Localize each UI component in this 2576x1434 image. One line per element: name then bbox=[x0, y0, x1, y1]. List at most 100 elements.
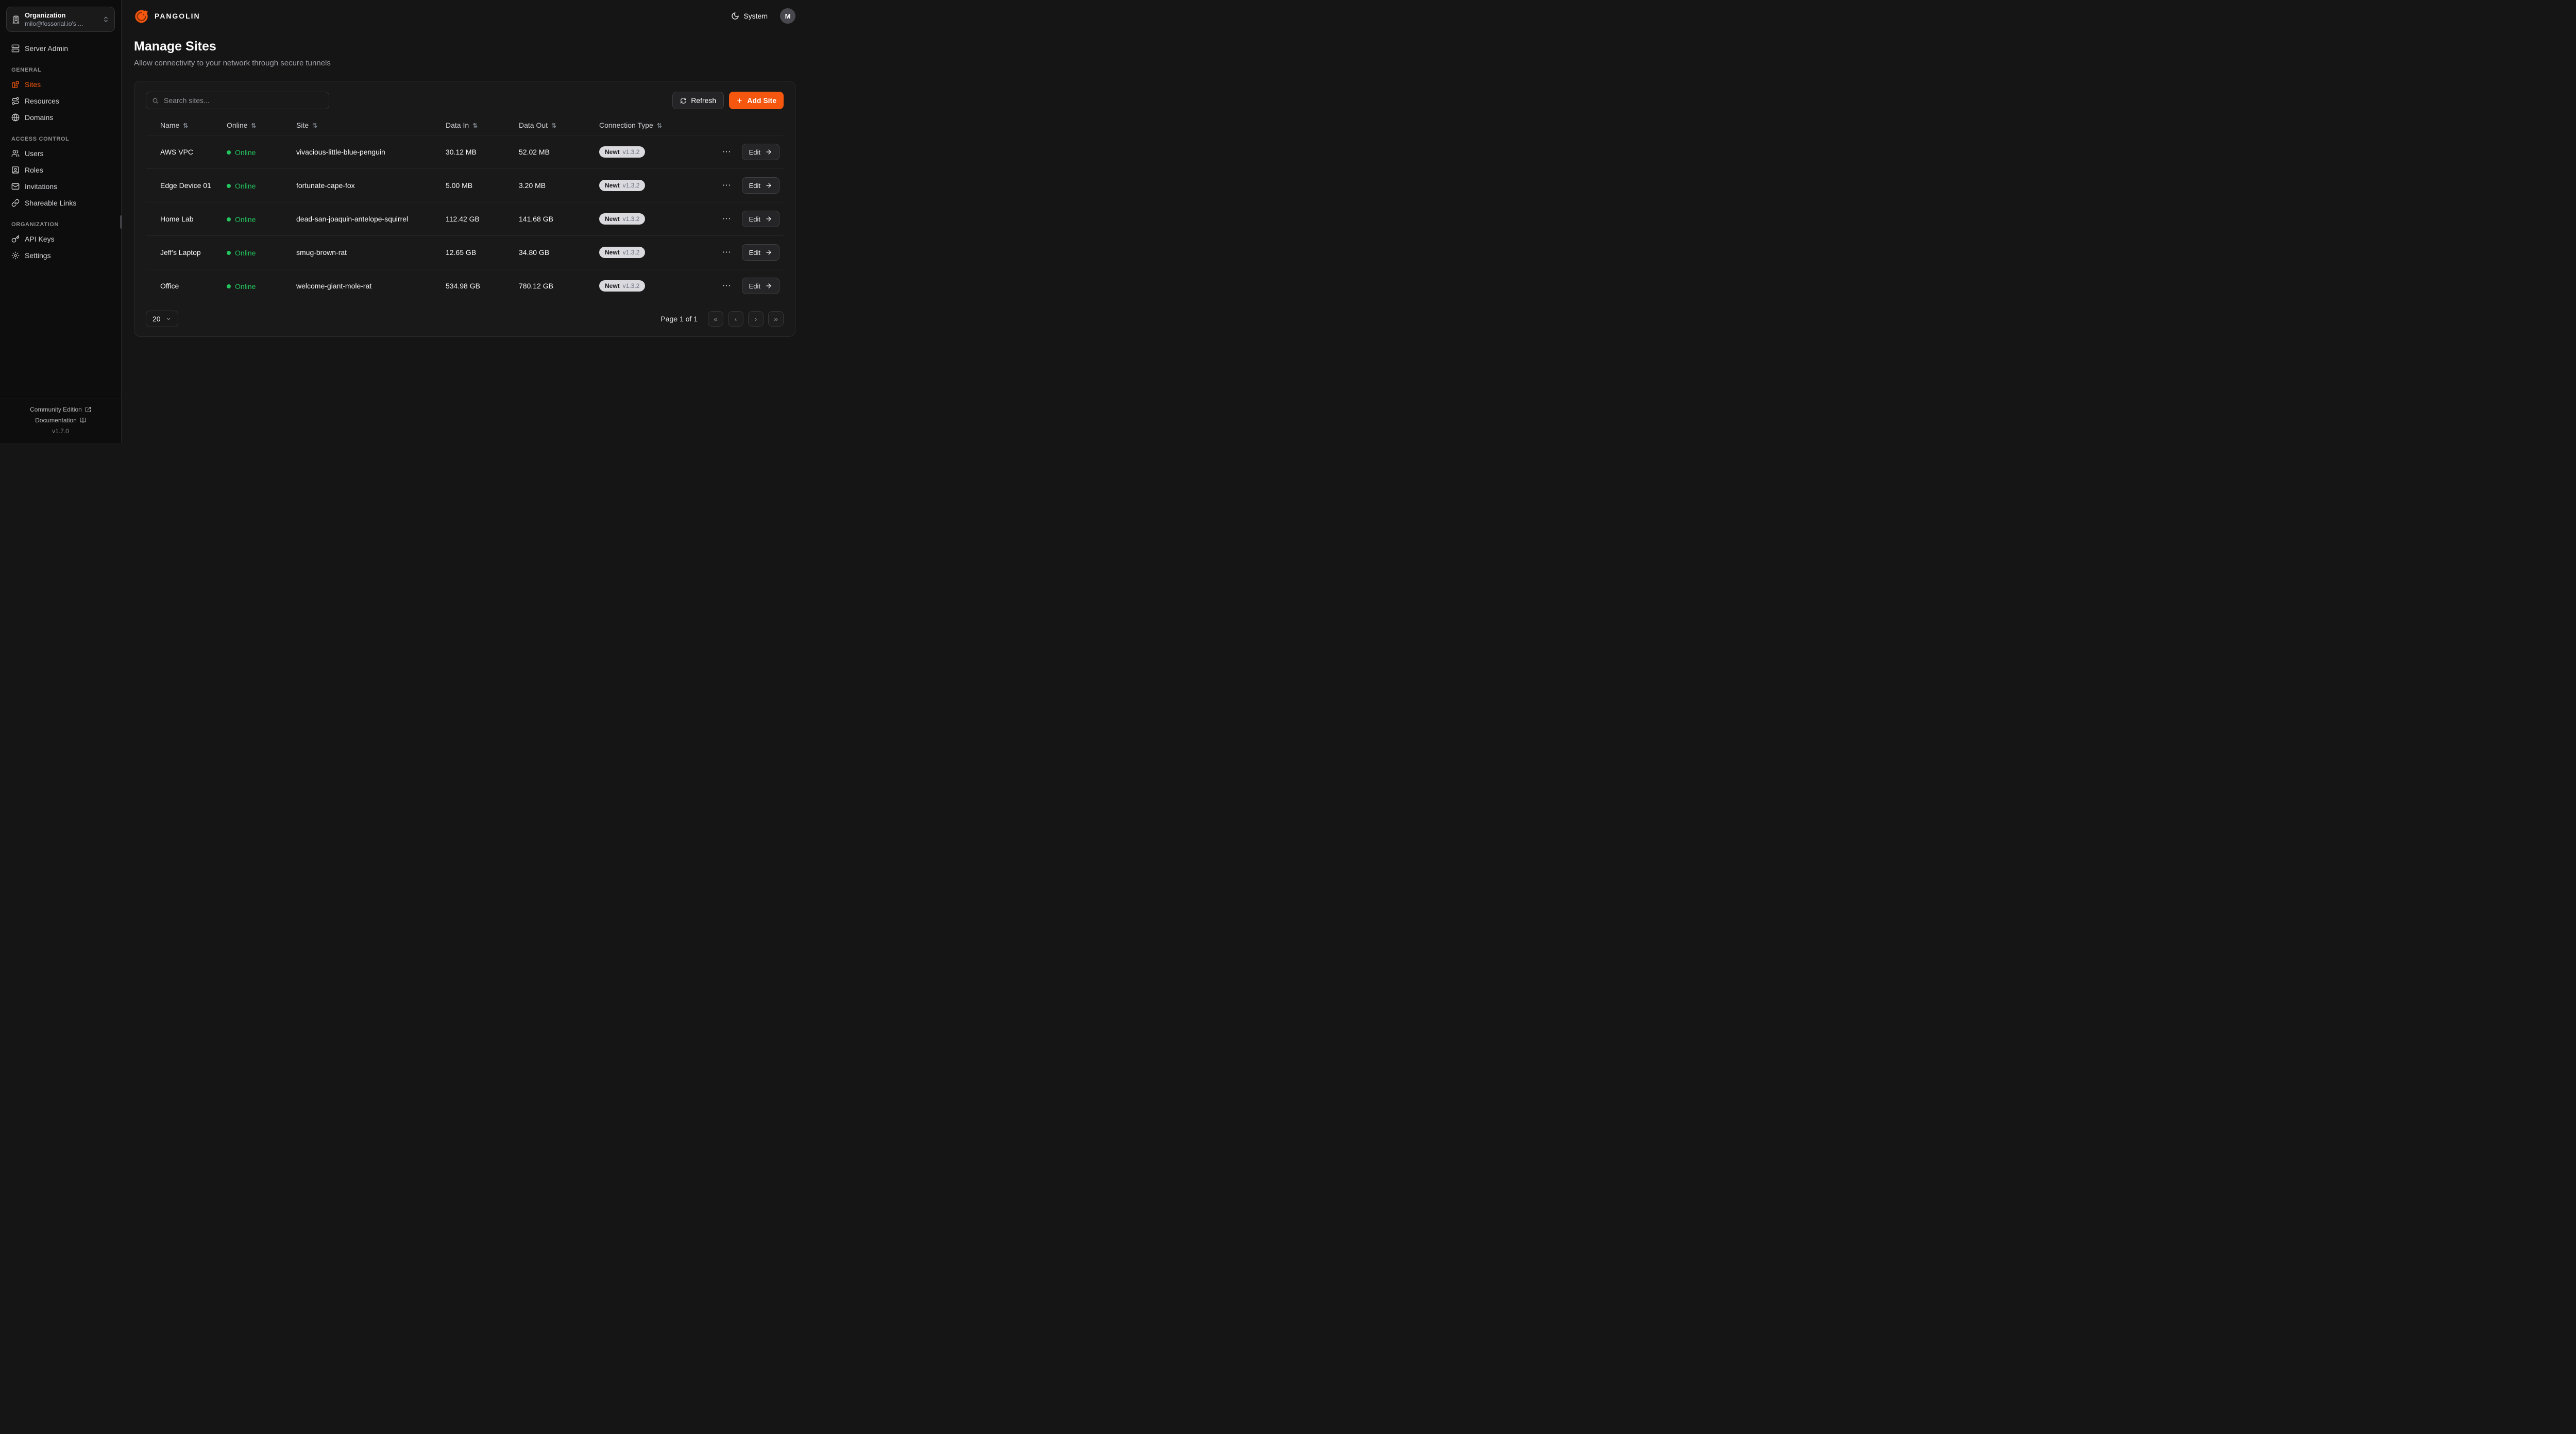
column-header-data-in: Data In ⇅ bbox=[446, 121, 478, 129]
section-label-organization: ORGANIZATION bbox=[11, 221, 59, 228]
table-row: Edge Device 01 Online fortunate-cape-fox… bbox=[146, 168, 784, 202]
sort-icon[interactable]: ⇅ bbox=[472, 122, 478, 129]
sidebar-item-invitations[interactable]: Invitations bbox=[6, 178, 115, 195]
edit-button[interactable]: Edit bbox=[741, 177, 779, 194]
sites-table: Name ⇅ Online ⇅ Site ⇅ Data In ⇅ Data Out ⇅ C… bbox=[146, 115, 784, 302]
card-footer: 20 Page 1 of 1 « ‹ › » bbox=[146, 311, 784, 327]
connection-type-badge: Newt v1.3.2 bbox=[599, 213, 646, 225]
search-input[interactable] bbox=[163, 96, 323, 105]
page-buttons: « ‹ › » bbox=[708, 311, 784, 327]
sort-icon[interactable]: ⇅ bbox=[551, 122, 557, 129]
refresh-label: Refresh bbox=[691, 96, 717, 105]
site-name: Edge Device 01 bbox=[146, 168, 221, 202]
site-name: Home Lab bbox=[146, 202, 221, 236]
row-menu-button[interactable]: ⋯ bbox=[720, 179, 734, 192]
documentation-link[interactable]: Documentation bbox=[35, 417, 86, 424]
users-icon bbox=[11, 150, 20, 157]
prev-page-button[interactable]: ‹ bbox=[728, 311, 743, 327]
connection-type-badge: Newt v1.3.2 bbox=[599, 146, 646, 158]
org-texts: Organization milo@fossorial.io's ... bbox=[25, 11, 98, 27]
pager: Page 1 of 1 « ‹ › » bbox=[660, 311, 784, 327]
sidebar-item-label: Sites bbox=[25, 80, 41, 89]
sidebar-resize-handle[interactable] bbox=[120, 215, 122, 229]
version-label: v1.7.0 bbox=[52, 428, 69, 435]
site-name: Office bbox=[146, 269, 221, 302]
data-in-value: 30.12 MB bbox=[439, 135, 513, 169]
last-page-button[interactable]: » bbox=[768, 311, 784, 327]
page-size-value: 20 bbox=[152, 315, 161, 323]
book-icon bbox=[80, 418, 86, 423]
sidebar-footer: Community Edition Documentation v1.7.0 bbox=[0, 399, 121, 443]
sites-card: Refresh Add Site Name⇅ Online⇅ Site⇅ Dat… bbox=[134, 81, 795, 337]
edit-button[interactable]: Edit bbox=[741, 144, 779, 160]
documentation-label: Documentation bbox=[35, 417, 77, 424]
edit-button[interactable]: Edit bbox=[741, 244, 779, 261]
pangolin-logo bbox=[135, 10, 148, 23]
refresh-icon bbox=[681, 97, 687, 104]
org-value: milo@fossorial.io's ... bbox=[25, 20, 83, 27]
page-status: Page 1 of 1 bbox=[660, 315, 698, 323]
sidebar-item-users[interactable]: Users bbox=[6, 145, 115, 162]
next-page-button[interactable]: › bbox=[748, 311, 764, 327]
data-in-value: 12.65 GB bbox=[439, 235, 513, 269]
sort-icon[interactable]: ⇅ bbox=[251, 122, 257, 129]
external-link-icon bbox=[85, 407, 91, 412]
key-icon bbox=[11, 235, 20, 243]
globe-icon bbox=[11, 113, 20, 122]
sort-icon[interactable]: ⇅ bbox=[183, 122, 189, 129]
community-edition-link[interactable]: Community Edition bbox=[30, 406, 91, 413]
server-icon bbox=[11, 44, 20, 53]
data-out-value: 3.20 MB bbox=[513, 168, 593, 202]
section-label-general: GENERAL bbox=[11, 67, 42, 73]
sidebar-item-sites[interactable]: Sites bbox=[6, 76, 115, 93]
mail-icon bbox=[11, 183, 20, 190]
edit-button[interactable]: Edit bbox=[741, 278, 779, 294]
sidebar-item-label: Domains bbox=[25, 113, 54, 122]
table-row: AWS VPC Online vivacious-little-blue-pen… bbox=[146, 135, 784, 169]
arrow-right-icon bbox=[766, 250, 771, 255]
sidebar-item-shareable-links[interactable]: Shareable Links bbox=[6, 195, 115, 211]
online-dot-icon bbox=[227, 284, 231, 288]
first-page-button[interactable]: « bbox=[708, 311, 723, 327]
theme-toggle[interactable]: System bbox=[731, 12, 768, 20]
row-menu-button[interactable]: ⋯ bbox=[720, 146, 734, 158]
arrow-right-icon bbox=[766, 216, 771, 221]
sidebar-item-api-keys[interactable]: API Keys bbox=[6, 231, 115, 247]
theme-label: System bbox=[743, 12, 768, 20]
online-dot-icon bbox=[227, 217, 231, 221]
edit-button[interactable]: Edit bbox=[741, 211, 779, 227]
sidebar-item-domains[interactable]: Domains bbox=[6, 109, 115, 126]
sidebar-item-settings[interactable]: Settings bbox=[6, 247, 115, 264]
add-site-button[interactable]: Add Site bbox=[729, 92, 784, 109]
card-toolbar: Refresh Add Site bbox=[146, 92, 784, 109]
chevrons-up-down-icon bbox=[104, 16, 108, 22]
sidebar-item-label: Shareable Links bbox=[25, 199, 77, 207]
sidebar-item-label: Users bbox=[25, 149, 44, 158]
page-size-select[interactable]: 20 bbox=[146, 311, 178, 327]
online-dot-icon bbox=[227, 150, 231, 155]
building-icon bbox=[12, 15, 20, 23]
org-selector[interactable]: Organization milo@fossorial.io's ... bbox=[6, 7, 115, 32]
chevron-down-icon bbox=[166, 318, 171, 320]
site-slug: smug-brown-rat bbox=[290, 235, 439, 269]
sidebar-item-label: API Keys bbox=[25, 235, 55, 243]
row-menu-button[interactable]: ⋯ bbox=[720, 280, 734, 292]
search-icon bbox=[152, 98, 158, 104]
row-menu-button[interactable]: ⋯ bbox=[720, 246, 734, 259]
row-menu-button[interactable]: ⋯ bbox=[720, 213, 734, 225]
table-row: Office Online welcome-giant-mole-rat 534… bbox=[146, 269, 784, 302]
sidebar-item-roles[interactable]: Roles bbox=[6, 162, 115, 178]
sort-icon[interactable]: ⇅ bbox=[312, 122, 318, 129]
avatar[interactable]: M bbox=[780, 8, 795, 24]
arrow-right-icon bbox=[766, 283, 771, 288]
sidebar-item-server-admin[interactable]: Server Admin bbox=[6, 40, 115, 57]
refresh-button[interactable]: Refresh bbox=[672, 92, 724, 109]
sort-icon[interactable]: ⇅ bbox=[656, 122, 662, 129]
brand-name: PANGOLIN bbox=[155, 12, 200, 20]
toolbar-actions: Refresh Add Site bbox=[672, 92, 784, 109]
link-icon bbox=[11, 199, 20, 207]
data-out-value: 34.80 GB bbox=[513, 235, 593, 269]
table-header-row: Name ⇅ Online ⇅ Site ⇅ Data In ⇅ Data Out ⇅ C… bbox=[146, 115, 784, 135]
user-square-icon bbox=[12, 166, 19, 174]
sidebar-item-resources[interactable]: Resources bbox=[6, 93, 115, 109]
